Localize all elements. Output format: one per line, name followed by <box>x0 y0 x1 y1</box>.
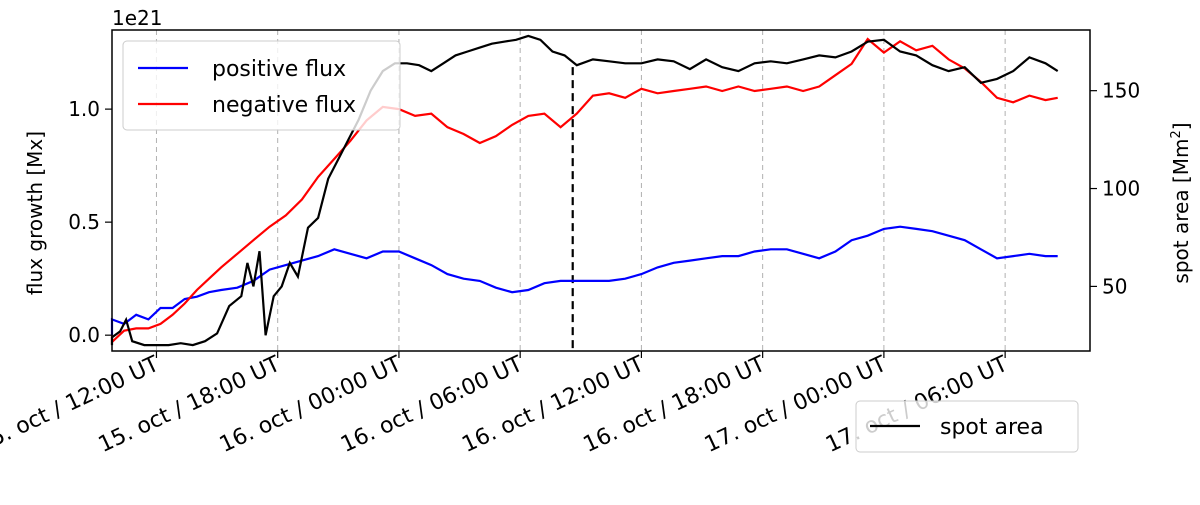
right-axis-label-sup: 2 <box>1169 130 1184 138</box>
right-axis-ticks: 50 100 150 <box>1090 79 1140 298</box>
left-tick-label: 0.5 <box>68 210 100 234</box>
left-tick-label: 1.0 <box>68 97 100 121</box>
series-layer <box>110 34 1059 347</box>
series-line-spot-area <box>110 34 1059 347</box>
right-axis-label: spot area [Mm2] <box>1169 122 1193 283</box>
legend-upper: positive flux negative flux <box>122 40 401 131</box>
left-axis-label: flux growth [Mx] <box>23 131 47 295</box>
legend-label-spot-area: spot area <box>940 415 1044 440</box>
left-tick-label: 0.0 <box>68 323 100 347</box>
right-axis-label-main: spot area [Mm <box>1169 139 1193 284</box>
right-tick-label: 150 <box>1102 79 1140 103</box>
right-tick-label: 50 <box>1102 274 1127 298</box>
plot-frame <box>111 29 1091 352</box>
legend-label-positive-flux: positive flux <box>212 57 346 82</box>
left-axis-offset-text: 1e21 <box>112 6 162 30</box>
right-axis-label-close: ] <box>1169 122 1193 130</box>
left-axis-ticks: 0.0 0.5 1.0 <box>68 97 112 347</box>
legend-lower: spot area <box>855 400 1079 453</box>
series-line-negative-flux <box>110 37 1058 345</box>
legend-label-negative-flux: negative flux <box>212 93 356 118</box>
series-line-positive-flux <box>110 225 1058 336</box>
right-tick-label: 100 <box>1102 177 1140 201</box>
